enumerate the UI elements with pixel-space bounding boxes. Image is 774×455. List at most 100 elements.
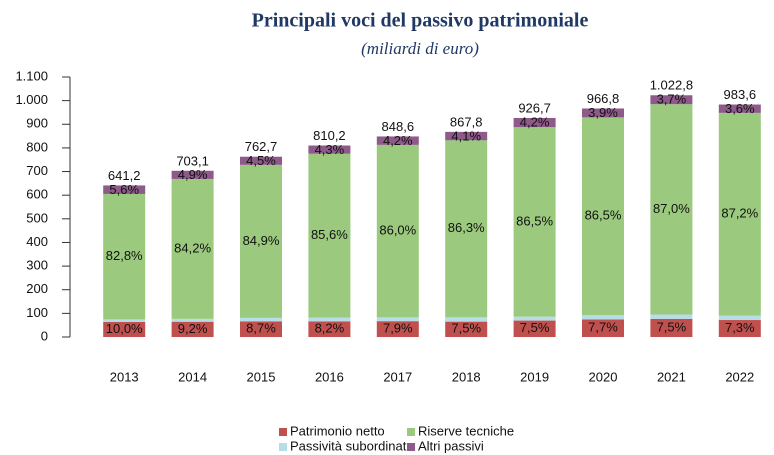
legend-label: Passività subordinate xyxy=(290,438,414,453)
total-label: 867,8 xyxy=(450,114,483,129)
bar-segment xyxy=(650,104,693,315)
data-label: 7,5% xyxy=(451,321,481,336)
bar-segment xyxy=(718,315,761,321)
bar-segment xyxy=(308,317,351,322)
bar-segment xyxy=(171,321,214,337)
legend-swatch xyxy=(279,428,287,436)
data-label: 8,2% xyxy=(315,321,345,336)
data-label: 86,5% xyxy=(516,213,553,228)
data-label: 7,3% xyxy=(725,320,755,335)
total-label: 703,1 xyxy=(176,153,209,168)
y-tick-label: 900 xyxy=(26,116,48,131)
bar-segment xyxy=(103,193,146,320)
bar-segment xyxy=(445,317,488,322)
data-label: 3,6% xyxy=(725,101,755,116)
bar-segment xyxy=(582,108,624,118)
total-label: 983,6 xyxy=(724,87,757,102)
bar-segment xyxy=(240,317,282,322)
data-label: 84,2% xyxy=(174,240,211,255)
bar-segment xyxy=(376,317,419,322)
data-label: 86,5% xyxy=(585,208,622,223)
bar-segment xyxy=(650,95,693,105)
bar-segment xyxy=(513,320,556,337)
x-tick-label: 2014 xyxy=(178,369,207,384)
data-label: 4,1% xyxy=(451,128,481,143)
data-label: 85,6% xyxy=(311,227,348,242)
data-label: 4,2% xyxy=(520,114,550,129)
legend-swatch xyxy=(279,443,287,451)
bar-segment xyxy=(308,153,351,318)
y-tick-label: 300 xyxy=(26,258,48,273)
total-label: 926,7 xyxy=(518,100,551,115)
bar-segment xyxy=(445,131,488,141)
data-label: 10,0% xyxy=(106,321,143,336)
y-tick-label: 1.000 xyxy=(15,92,48,107)
bar-segment xyxy=(582,315,624,320)
legend-swatch xyxy=(407,428,415,436)
x-tick-label: 2016 xyxy=(315,369,344,384)
bar-segment xyxy=(376,144,419,318)
total-label: 641,2 xyxy=(108,168,141,183)
bar-segment xyxy=(103,185,146,194)
bar-segment xyxy=(718,112,761,316)
total-label: 1.022,8 xyxy=(650,78,693,93)
legend-label: Altri passivi xyxy=(418,438,484,453)
bar-segment xyxy=(718,320,761,337)
data-label: 9,2% xyxy=(178,321,208,336)
y-tick-label: 400 xyxy=(26,234,48,249)
legend-swatch xyxy=(407,443,415,451)
data-label: 8,7% xyxy=(246,321,276,336)
y-tick-label: 1.100 xyxy=(15,68,48,83)
x-tick-label: 2013 xyxy=(110,369,139,384)
y-tick-label: 200 xyxy=(26,281,48,296)
total-label: 762,7 xyxy=(245,139,278,154)
bar-segment xyxy=(240,164,282,318)
bar-segment xyxy=(308,145,351,154)
bar-segment xyxy=(376,136,419,145)
bar-segment xyxy=(308,321,351,337)
bar-segment xyxy=(513,127,556,317)
bar-segment xyxy=(513,117,556,128)
bar-segment xyxy=(171,170,214,179)
data-label: 84,9% xyxy=(243,233,280,248)
bar-segment xyxy=(240,156,282,165)
total-label: 848,6 xyxy=(382,119,415,134)
bar-segment xyxy=(718,104,761,113)
y-tick-label: 500 xyxy=(26,210,48,225)
chart-title: Principali voci del passivo patrimoniale xyxy=(252,10,589,32)
legend-label: Riserve tecniche xyxy=(418,423,514,438)
x-tick-label: 2017 xyxy=(383,369,412,384)
data-label: 4,9% xyxy=(178,167,208,182)
bar-segment xyxy=(376,321,419,337)
data-label: 87,0% xyxy=(653,201,690,216)
bar-segment xyxy=(445,321,488,337)
data-label: 3,9% xyxy=(588,105,618,120)
x-tick-label: 2022 xyxy=(725,369,754,384)
bar-segment xyxy=(650,314,693,319)
bar-segment xyxy=(103,321,146,337)
data-label: 82,8% xyxy=(106,248,143,263)
bar-segment xyxy=(582,117,624,316)
data-label: 3,7% xyxy=(657,92,687,107)
y-tick-label: 100 xyxy=(26,305,48,320)
data-label: 5,6% xyxy=(109,182,139,197)
bar-segment xyxy=(103,319,146,322)
data-label: 7,9% xyxy=(383,321,413,336)
data-label: 4,2% xyxy=(383,133,413,148)
legend-label: Patrimonio netto xyxy=(290,423,385,438)
data-label: 4,3% xyxy=(315,142,345,157)
data-label: 87,2% xyxy=(721,206,758,221)
bar-segment xyxy=(513,316,556,321)
bar-segment xyxy=(240,321,282,337)
y-tick-label: 800 xyxy=(26,139,48,154)
x-tick-label: 2015 xyxy=(247,369,276,384)
x-tick-label: 2019 xyxy=(520,369,549,384)
x-tick-label: 2018 xyxy=(452,369,481,384)
data-label: 7,7% xyxy=(588,320,618,335)
total-label: 966,8 xyxy=(587,91,620,106)
y-tick-label: 700 xyxy=(26,163,48,178)
bar-segment xyxy=(582,319,624,337)
y-tick-label: 0 xyxy=(41,328,48,343)
y-tick-label: 600 xyxy=(26,187,48,202)
data-label: 4,5% xyxy=(246,153,276,168)
